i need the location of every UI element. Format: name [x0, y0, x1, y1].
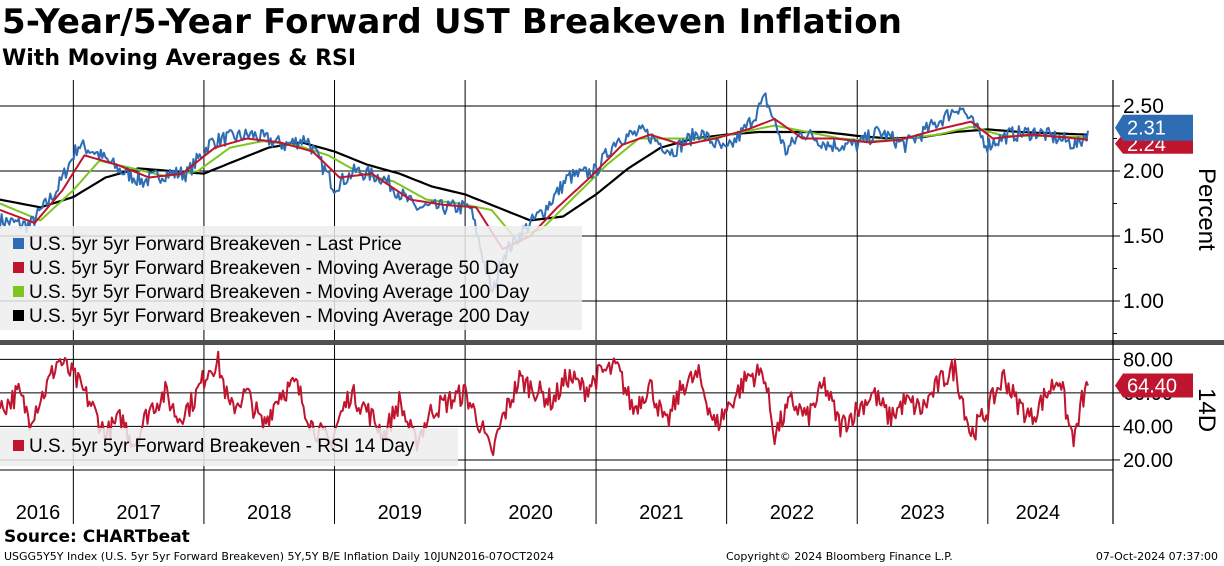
y-tick-label: 2.00 [1123, 160, 1164, 183]
rsi-tick-label: 80.00 [1123, 349, 1173, 371]
x-tick-label: 2016 [16, 502, 61, 524]
axis-layer: 2016 2017 2018 2019 2020 2021 2022 2023 2024 2.50… [0, 80, 1224, 524]
legend-label: U.S. 5yr 5yr Forward Breakeven - Moving … [29, 306, 530, 327]
x-tick-label: 2019 [378, 502, 423, 524]
chart-title: 5-Year/5-Year Forward UST Breakeven Infl… [2, 2, 903, 42]
panel-divider [0, 340, 1224, 345]
rsi-tick-label: 20.00 [1123, 450, 1173, 472]
x-tick-label: 2024 [1016, 502, 1061, 524]
series-line-price [0, 92, 1089, 293]
footer-right: 07-Oct-2024 07:37:00 [1095, 550, 1218, 563]
last-value-rsi: 64.40 [1127, 376, 1177, 398]
legend-label: U.S. 5yr 5yr Forward Breakeven - Moving … [29, 258, 519, 279]
last-value-price: 2.31 [1127, 118, 1166, 140]
x-tick-label: 2018 [247, 502, 292, 524]
footer-center: Copyright© 2024 Bloomberg Finance L.P. [726, 550, 953, 563]
x-tick-label: 2022 [770, 502, 815, 524]
y-axis-title: Percent [1193, 168, 1220, 251]
rsi-tick-label: 40.00 [1123, 416, 1173, 438]
legend-label: U.S. 5yr 5yr Forward Breakeven - Moving … [29, 282, 530, 303]
rsi-legend-bg [0, 428, 458, 466]
y-tick-label: 2.50 [1123, 95, 1164, 118]
footer-left: USGG5Y5Y Index (U.S. 5yr 5yr Forward Bre… [4, 550, 554, 563]
legend-swatch [13, 440, 24, 451]
series-layer [0, 92, 1089, 457]
x-tick-label: 2023 [900, 502, 945, 524]
main-legend-bg [0, 226, 582, 330]
legend-swatch [13, 238, 24, 249]
series-line-rsi [0, 350, 1089, 457]
legend-label: U.S. 5yr 5yr Forward Breakeven - Last Pr… [29, 234, 402, 255]
chart-subtitle: With Moving Averages & RSI [2, 46, 357, 71]
legend-swatch [13, 286, 24, 297]
x-tick-label: 2017 [116, 502, 161, 524]
legend-swatch [13, 262, 24, 273]
x-tick-label: 2020 [508, 502, 553, 524]
y-tick-label: 1.50 [1123, 225, 1164, 248]
last-value-rsi-bg [1115, 373, 1193, 398]
series-line-ma50 [0, 118, 1089, 250]
source-label: Source: CHARTbeat [4, 527, 190, 547]
legend-label: U.S. 5yr 5yr Forward Breakeven - RSI 14 … [29, 436, 415, 457]
last-value-price-bg [1115, 114, 1193, 141]
legend-swatch [13, 310, 24, 321]
y-tick-label: 1.00 [1123, 290, 1164, 313]
legend-layer: U.S. 5yr 5yr Forward Breakeven - Last Pr… [0, 226, 582, 466]
rsi-axis-title: 14D [1193, 388, 1220, 432]
x-tick-label: 2021 [639, 502, 684, 524]
